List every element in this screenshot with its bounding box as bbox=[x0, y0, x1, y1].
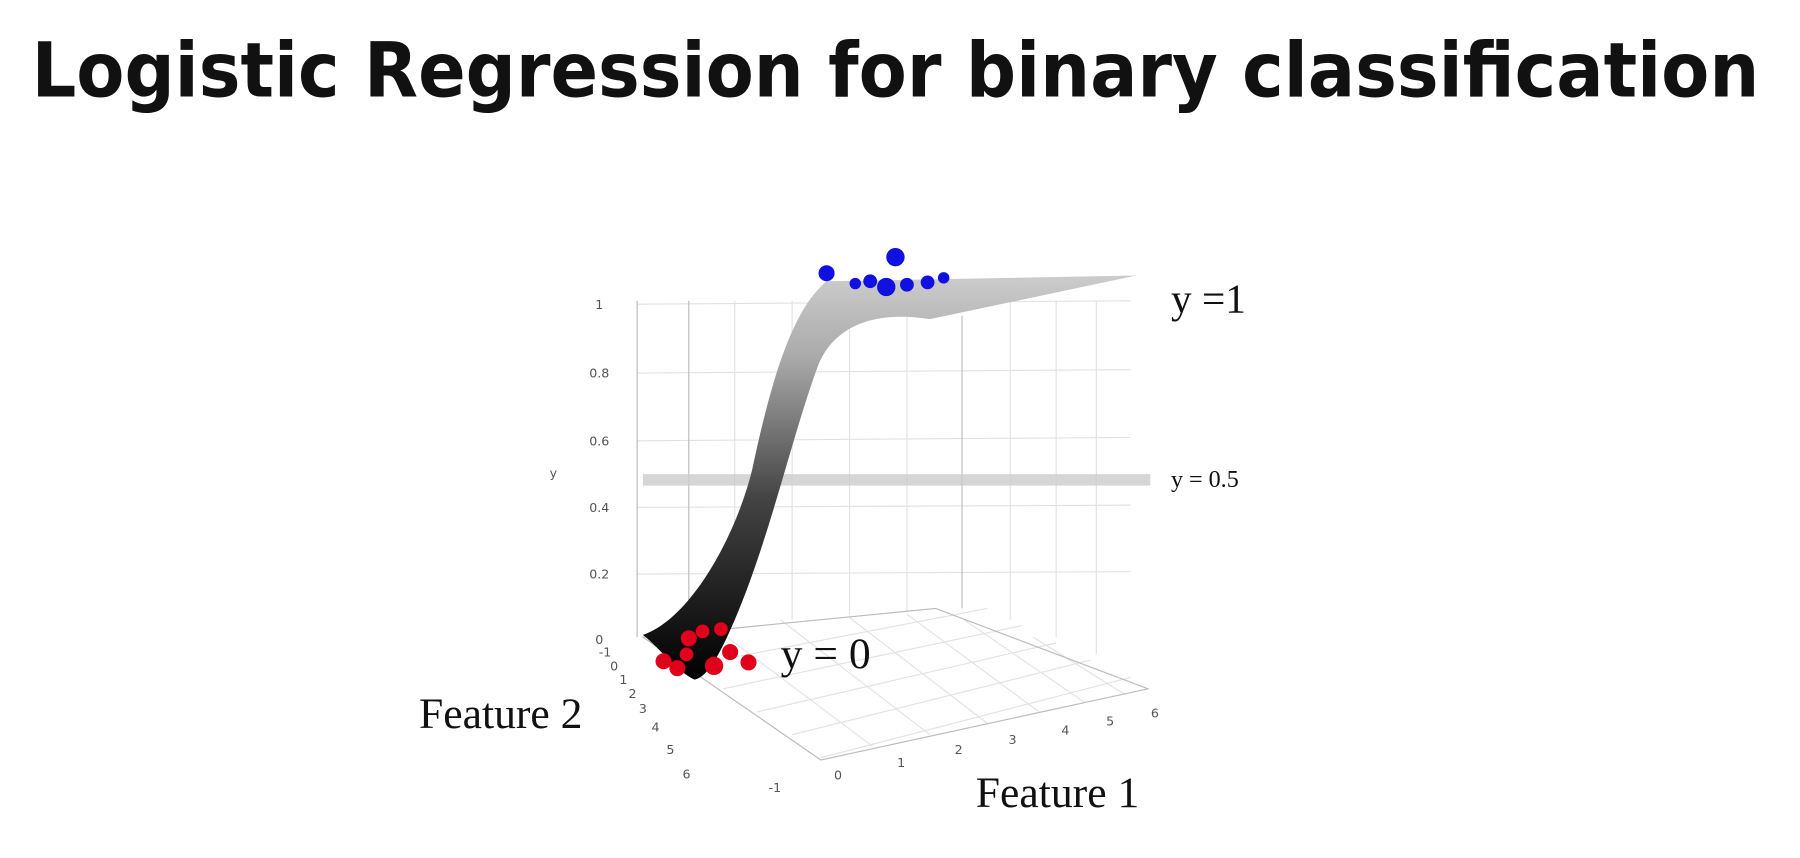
y-tick-label: 0.4 bbox=[589, 500, 609, 515]
z-tick-label: -1 bbox=[599, 645, 612, 660]
z-tick-label: 2 bbox=[629, 686, 637, 701]
grid bbox=[636, 300, 1151, 761]
class-1-points bbox=[818, 247, 950, 297]
z-tick-label: 0 bbox=[610, 658, 618, 673]
slide-content: Logistic Regression for binary classific… bbox=[32, 26, 1760, 817]
class-0-points bbox=[655, 622, 757, 677]
y-axis-label: y bbox=[550, 466, 558, 481]
slide-title: Logistic Regression for binary classific… bbox=[32, 26, 1760, 114]
z-tick-label: 3 bbox=[639, 701, 647, 716]
axis-label: Feature 2 bbox=[419, 690, 582, 738]
axis-label: Feature 1 bbox=[976, 769, 1139, 817]
annotation: y = 0 bbox=[781, 630, 871, 678]
y-tick-label: 0.6 bbox=[589, 433, 609, 448]
y-tick-label: 1 bbox=[595, 297, 603, 312]
x-tick-label: 1 bbox=[897, 755, 905, 770]
x-tick-label: 0 bbox=[834, 767, 842, 782]
threshold-plane bbox=[642, 474, 1151, 486]
y-tick-label: 0 bbox=[595, 632, 603, 647]
z-tick-label: 1 bbox=[619, 672, 627, 687]
x-tick-label: 6 bbox=[1151, 706, 1159, 721]
z-tick-label: 4 bbox=[651, 719, 659, 734]
x-tick-label: 5 bbox=[1106, 714, 1114, 729]
annotation: y = 0.5 bbox=[1171, 467, 1239, 493]
annotation: y =1 bbox=[1171, 275, 1246, 321]
x-tick-label: 3 bbox=[1009, 732, 1017, 747]
x-tick-label: 4 bbox=[1061, 723, 1069, 738]
y-tick-label: 0.2 bbox=[589, 567, 609, 582]
x-tick-label: 2 bbox=[955, 742, 963, 757]
z-tick-label: 5 bbox=[666, 742, 674, 757]
x-tick-label: -1 bbox=[769, 780, 782, 795]
z-tick-label: 6 bbox=[682, 766, 690, 781]
y-tick-label: 0.8 bbox=[589, 366, 609, 381]
